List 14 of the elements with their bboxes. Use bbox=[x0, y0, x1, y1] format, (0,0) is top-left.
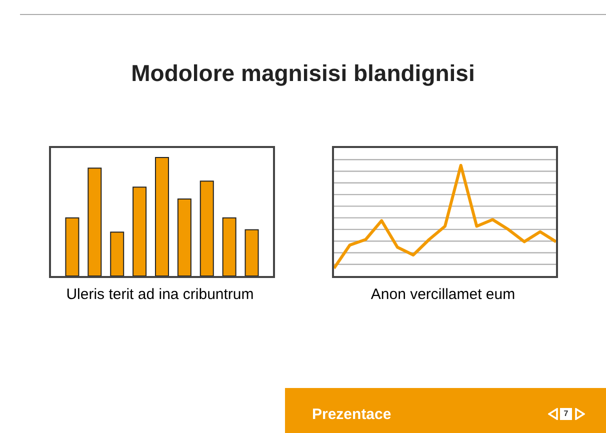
bar bbox=[244, 229, 259, 276]
bar bbox=[154, 156, 169, 276]
text: 7 bbox=[560, 408, 572, 420]
bar bbox=[65, 217, 80, 276]
bar bbox=[200, 180, 214, 276]
x-axis-title: Uleris terit ad ina cribuntrum bbox=[65, 286, 255, 303]
text: Prezentace bbox=[312, 406, 392, 423]
bar bbox=[177, 198, 192, 276]
chart-title: Modolore magnisisi blandignisi bbox=[130, 60, 476, 87]
bar bbox=[222, 217, 236, 276]
bar bbox=[88, 168, 102, 276]
x-axis-title: Anon vercillamet eum bbox=[370, 286, 516, 303]
bar bbox=[132, 186, 147, 276]
bar bbox=[110, 232, 124, 276]
